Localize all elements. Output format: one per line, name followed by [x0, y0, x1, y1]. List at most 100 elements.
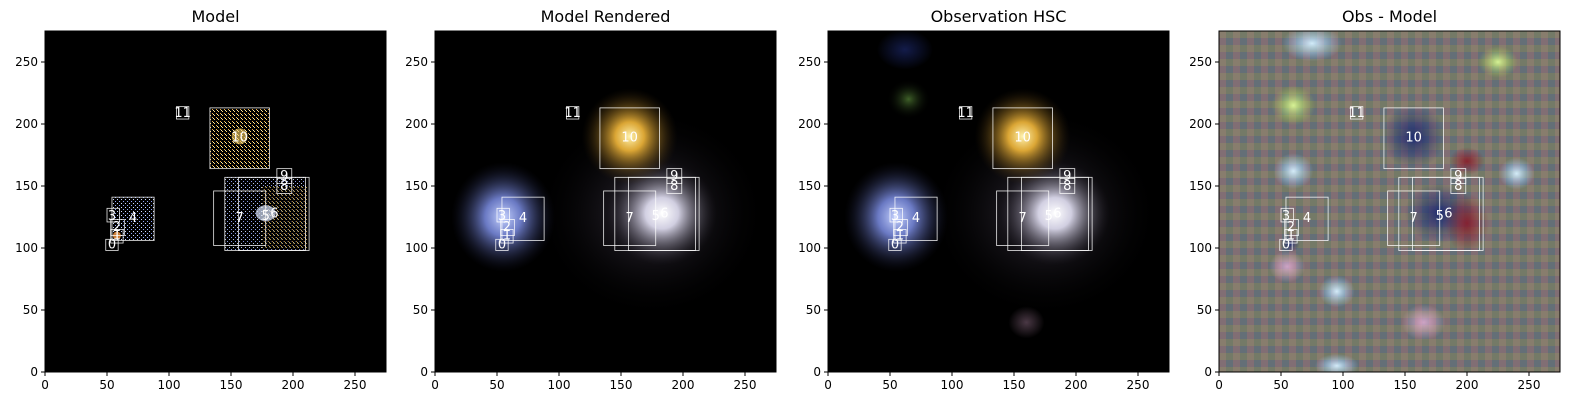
galaxy-core	[231, 128, 248, 145]
source-label-10: 10	[1405, 131, 1422, 146]
y-tick-label: 0	[30, 365, 38, 379]
source-label-8: 8	[280, 179, 288, 194]
source-label-8: 8	[1063, 179, 1071, 194]
x-tick-label: 0	[824, 378, 832, 392]
y-tick-label: 0	[1204, 365, 1212, 379]
faint-source	[1008, 306, 1045, 339]
y-tick-label: 200	[405, 117, 428, 131]
y-tick-label: 50	[413, 303, 428, 317]
source-label-4: 4	[1303, 211, 1311, 226]
source-box-3	[106, 207, 120, 223]
yellow-galaxy	[974, 88, 1071, 185]
x-tick-label: 200	[1065, 378, 1088, 392]
y-tick-label: 100	[1189, 241, 1212, 255]
source-label-0: 0	[1282, 237, 1290, 252]
axes-frame	[44, 30, 387, 373]
axes-frame	[1218, 30, 1561, 373]
source-label-11: 11	[564, 106, 581, 121]
source-box-10	[209, 107, 270, 170]
source-box-3	[496, 207, 510, 223]
residual-feature	[1318, 275, 1355, 308]
residual-feature	[1269, 250, 1306, 283]
source-box-9	[1059, 168, 1076, 184]
source-label-1: 1	[1287, 229, 1295, 244]
x-tick-label: 100	[548, 378, 571, 392]
source-label-1: 1	[503, 229, 511, 244]
source-box-4	[501, 196, 545, 241]
source-label-9: 9	[670, 169, 678, 184]
source-label-2: 2	[1287, 220, 1295, 235]
y-tick-label: 150	[15, 179, 38, 193]
source-box-10	[599, 107, 660, 170]
faint-source	[876, 31, 933, 70]
residual-feature	[1401, 304, 1446, 341]
y-tick-label: 200	[15, 117, 38, 131]
source-box-3	[1280, 207, 1294, 223]
residual-feature	[1314, 353, 1359, 372]
source-box-11	[566, 106, 580, 120]
source-box-10	[1383, 107, 1444, 170]
source-label-9: 9	[1454, 169, 1462, 184]
x-tick-label: 150	[220, 378, 243, 392]
source-box-11	[1350, 106, 1364, 120]
source-box-8	[276, 178, 293, 194]
y-tick-label: 100	[798, 241, 821, 255]
source-label-4: 4	[129, 211, 137, 226]
source-box-7	[996, 190, 1050, 246]
x-tick-label: 200	[1456, 378, 1479, 392]
y-tick-label: 50	[23, 303, 38, 317]
source-label-6: 6	[1444, 206, 1452, 221]
source-box-11	[176, 106, 190, 120]
source-label-11: 11	[1348, 106, 1365, 121]
x-tick-label: 100	[1332, 378, 1355, 392]
y-tick-label: 250	[405, 55, 428, 69]
source-label-10: 10	[1014, 131, 1031, 146]
x-tick-label: 200	[282, 378, 305, 392]
source-box-9	[276, 168, 293, 184]
yellow-galaxy	[581, 88, 678, 185]
residual-feature	[1478, 46, 1518, 78]
y-tick-label: 150	[1189, 179, 1212, 193]
source-box-2	[500, 219, 515, 236]
source-box-4	[894, 196, 938, 241]
blue-galaxy	[844, 162, 949, 272]
residual-feature	[1445, 193, 1489, 254]
source-box-6	[238, 176, 310, 251]
source-box-6	[1021, 176, 1093, 251]
image-background	[45, 31, 386, 372]
source-label-7: 7	[1019, 211, 1027, 226]
source-label-1: 1	[113, 229, 121, 244]
y-tick-label: 0	[420, 365, 428, 379]
source-box-1	[110, 228, 124, 244]
source-box-6	[628, 176, 700, 251]
source-box-7	[1387, 190, 1441, 246]
source-label-0: 0	[498, 237, 506, 252]
source-label-10: 10	[621, 131, 638, 146]
source-label-11: 11	[174, 106, 191, 121]
y-tick-label: 50	[806, 303, 821, 317]
x-tick-label: 0	[431, 378, 439, 392]
source-box-1	[500, 228, 514, 244]
source-box-9	[1450, 168, 1467, 184]
x-tick-label: 0	[41, 378, 49, 392]
residual-feature	[1381, 104, 1446, 169]
x-tick-label: 100	[158, 378, 181, 392]
y-tick-label: 250	[1189, 55, 1212, 69]
source-box-1	[893, 228, 907, 244]
source-label-4: 4	[912, 211, 920, 226]
source-label-2: 2	[896, 220, 904, 235]
source-label-6: 6	[1053, 206, 1061, 221]
source-label-0: 0	[108, 237, 116, 252]
x-tick-label: 200	[672, 378, 695, 392]
axes-frame	[434, 30, 777, 373]
source-box-7	[213, 190, 267, 246]
